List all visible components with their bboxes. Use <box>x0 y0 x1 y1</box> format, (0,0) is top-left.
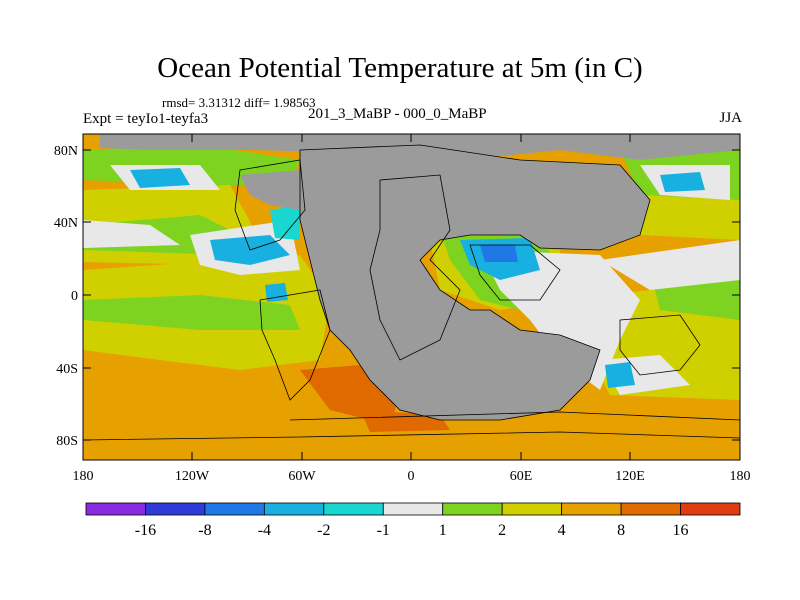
x-axis <box>82 134 741 460</box>
x-tick-label-180e: 180 <box>730 469 751 484</box>
nw-pacific-cool-patch <box>660 172 705 192</box>
map-title: Ocean Potential Temperature at 5m (in C) <box>157 52 643 84</box>
colorbar: -16 -8 -4 -2 -1 1 2 4 8 16 <box>85 502 741 539</box>
arabian-strong-cool-patch <box>480 245 518 262</box>
colorbar-label: -2 <box>317 522 330 539</box>
y-tick-label-0: 0 <box>71 289 78 304</box>
colorbar-label: -4 <box>258 522 271 539</box>
x-tick-label-60e: 60E <box>510 469 533 484</box>
india-outline <box>469 244 561 301</box>
x-tick-label-120e: 120E <box>615 469 645 484</box>
season-label: JJA <box>719 110 742 126</box>
china-sea-white-field <box>600 240 740 290</box>
africa-outline <box>369 174 461 361</box>
y-tick-label-40n: 40N <box>54 216 78 231</box>
colorbar-swatch <box>323 502 384 516</box>
map-area <box>83 134 740 460</box>
atlantic-cyan-patch <box>270 205 300 240</box>
colorbar-label: 2 <box>498 522 506 539</box>
x-tick-label-60w: 60W <box>288 469 316 484</box>
colorbar-swatch <box>382 502 444 516</box>
antarctica-outline <box>289 411 740 421</box>
colorbar-label: 16 <box>673 522 689 539</box>
south-america-outline <box>259 289 331 401</box>
pacific-white-field <box>83 220 180 248</box>
y-tick-label-40s: 40S <box>56 362 78 377</box>
y-axis <box>83 149 740 441</box>
colorbar-swatch <box>145 502 206 516</box>
australia-outline <box>619 314 701 376</box>
experiment-label: Expt = teyIo1-teyfa3 <box>83 111 209 127</box>
north-pacific-cool-patch <box>130 168 190 188</box>
south-indian-cool-patch <box>605 362 635 388</box>
colorbar-swatch <box>620 502 681 516</box>
colorbar-label: -8 <box>198 522 211 539</box>
colorbar-swatch <box>561 502 622 516</box>
colorbar-swatch <box>263 502 325 516</box>
colorbar-swatch <box>442 502 503 516</box>
southern-coast-line <box>83 431 740 441</box>
north-america-outline <box>234 159 306 251</box>
colorbar-label: 4 <box>558 522 566 539</box>
indian-ocean-white-field <box>480 250 640 390</box>
x-tick-label-120w: 120W <box>175 469 210 484</box>
colorbar-label: 8 <box>617 522 625 539</box>
y-tick-label-80s: 80S <box>56 434 78 449</box>
x-tick-label-0: 0 <box>408 469 415 484</box>
colorbar-swatch <box>680 502 741 516</box>
pangaea-landmass <box>300 145 650 420</box>
landmass-outline <box>299 144 651 421</box>
stats-text: rmsd= 3.31312 diff= 1.98563 <box>162 95 316 110</box>
colorbar-label: -16 <box>135 522 156 539</box>
equatorial-pacific-green-field <box>83 295 300 330</box>
y-tick-label-80n: 80N <box>54 144 78 159</box>
arctic-land-strip <box>100 134 740 160</box>
period-label: 201_3_MaBP - 000_0_MaBP <box>308 106 487 122</box>
colorbar-swatch <box>501 502 563 516</box>
equatorial-atlantic-cool-patch <box>265 283 288 302</box>
colorbar-label: -1 <box>377 522 390 539</box>
x-tick-label-180w: 180 <box>73 469 94 484</box>
colorbar-swatch <box>85 502 146 516</box>
laurentia-northern-land <box>240 170 300 210</box>
colorbar-label: 1 <box>439 522 447 539</box>
colorbar-swatch <box>204 502 265 516</box>
